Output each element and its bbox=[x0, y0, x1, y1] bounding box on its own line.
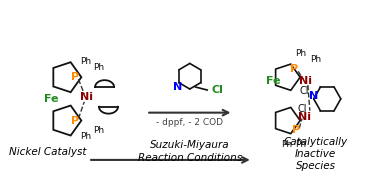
Text: Ph: Ph bbox=[281, 140, 292, 149]
Text: P: P bbox=[71, 72, 80, 82]
FancyArrowPatch shape bbox=[149, 110, 228, 115]
Text: P: P bbox=[292, 125, 301, 135]
Text: Species: Species bbox=[296, 161, 336, 171]
Text: Cl: Cl bbox=[211, 85, 223, 95]
Text: Inactive: Inactive bbox=[295, 149, 336, 159]
Text: Ph: Ph bbox=[296, 140, 307, 149]
Text: Ph: Ph bbox=[80, 132, 91, 141]
Text: Ph: Ph bbox=[310, 55, 321, 64]
Text: Suzuki-Miyaura: Suzuki-Miyaura bbox=[150, 140, 229, 150]
Text: P: P bbox=[290, 64, 298, 74]
Text: Fe: Fe bbox=[266, 76, 280, 86]
Text: Ph: Ph bbox=[93, 126, 104, 135]
FancyArrowPatch shape bbox=[91, 157, 248, 163]
Text: Ni: Ni bbox=[299, 76, 313, 86]
Text: Nickel Catalyst: Nickel Catalyst bbox=[9, 147, 86, 157]
Text: Catalytically: Catalytically bbox=[284, 137, 348, 147]
Text: - dppf, - 2 COD: - dppf, - 2 COD bbox=[156, 118, 223, 127]
Text: Ph: Ph bbox=[80, 57, 91, 66]
Text: Ph: Ph bbox=[93, 63, 104, 72]
Text: Ph: Ph bbox=[296, 49, 307, 58]
Text: Ni: Ni bbox=[80, 92, 93, 102]
Text: Fe: Fe bbox=[44, 94, 59, 104]
Text: N: N bbox=[309, 91, 318, 101]
Text: Ni: Ni bbox=[297, 112, 310, 122]
Text: Cl: Cl bbox=[297, 104, 307, 114]
Text: Reaction Conditions: Reaction Conditions bbox=[138, 153, 242, 163]
Text: N: N bbox=[173, 82, 182, 92]
Text: Cl: Cl bbox=[299, 86, 309, 96]
Text: P: P bbox=[71, 115, 80, 126]
